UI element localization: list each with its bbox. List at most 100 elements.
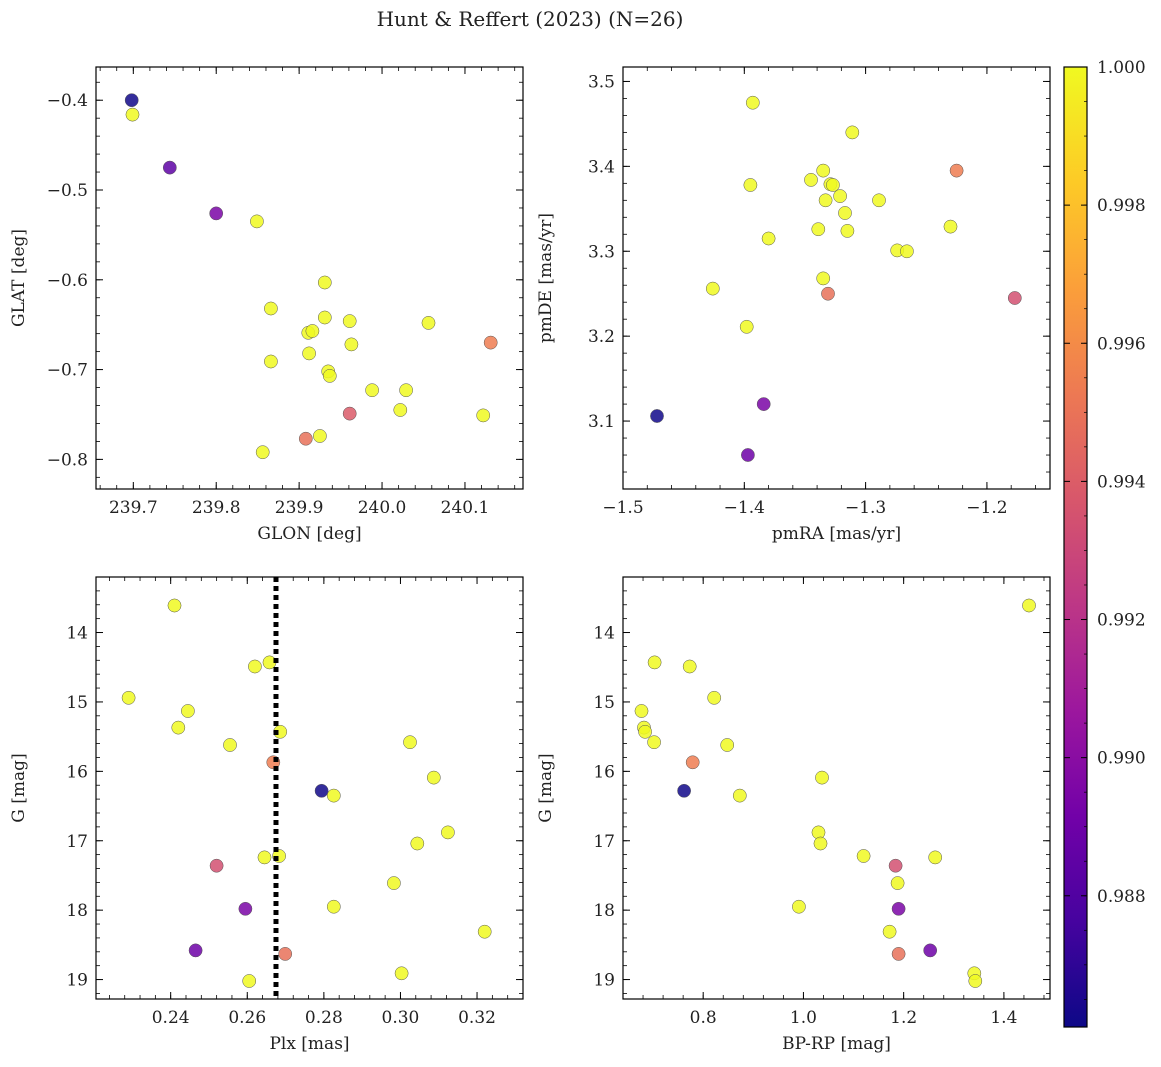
y-tick-label: 15 [593, 693, 615, 713]
colorbar-tick-label: 1.000 [1097, 58, 1146, 78]
data-point [816, 271, 831, 286]
x-axis-label: Plx [mas] [269, 1034, 349, 1054]
data-point [845, 125, 860, 140]
x-tick-label: −1.5 [602, 498, 643, 518]
x-tick-label: 0.8 [690, 1008, 717, 1028]
y-tick-label: 18 [593, 901, 615, 921]
scatter-panels: 239.7 239.8 239.9 240.0 240.1 −0.4 −0.5 −0.6 −0.… [9, 66, 1051, 1054]
data-point [403, 735, 417, 750]
data-points [634, 598, 1036, 988]
data-point [125, 107, 140, 122]
plot-area [96, 67, 523, 489]
colorbar-tick-label: 0.998 [1097, 196, 1146, 216]
colorbar-gradient [1063, 66, 1088, 1028]
data-point [477, 924, 492, 939]
x-tick-label: 239.9 [275, 498, 324, 518]
data-point [410, 836, 425, 851]
data-point [891, 947, 906, 961]
pmra-pmde-panel: −1.5 −1.4 −1.3 −1.2 3.1 3.2 3.3 3.4 3.5 pmRA [mas… [536, 66, 1051, 544]
data-point [816, 163, 831, 178]
data-point [476, 408, 491, 423]
data-point [342, 406, 357, 421]
plot-area [623, 577, 1050, 999]
data-point [314, 783, 329, 798]
data-point [650, 409, 664, 423]
data-point [888, 858, 903, 873]
data-points [121, 598, 492, 988]
data-point [399, 383, 413, 398]
x-tick-label: −1.4 [724, 498, 765, 518]
data-point [745, 95, 760, 110]
colorbar-tick-label: 0.994 [1097, 472, 1146, 492]
data-point [1022, 598, 1036, 613]
data-point [242, 974, 257, 988]
data-point [181, 704, 195, 718]
axes-frame [95, 66, 524, 490]
y-tick-label: 17 [66, 832, 88, 852]
data-point [821, 286, 835, 301]
data-point [682, 659, 697, 674]
data-point [326, 899, 341, 914]
data-point [900, 244, 914, 259]
y-tick-label: 15 [66, 693, 88, 713]
data-point [188, 943, 203, 958]
x-tick-label: 1.0 [790, 1008, 817, 1028]
x-tick-label: 239.8 [192, 498, 241, 518]
data-point [313, 429, 327, 443]
x-tick-label: 1.4 [990, 1008, 1017, 1028]
data-point [840, 224, 855, 238]
y-axis-label: GLAT [deg] [9, 229, 29, 327]
data-point [162, 160, 177, 175]
y-tick-label: 3.1 [588, 412, 615, 432]
data-point [1007, 291, 1022, 305]
y-tick-label: 3.3 [588, 242, 615, 262]
y-tick-label: 19 [593, 971, 615, 991]
data-point [949, 163, 964, 178]
data-point [815, 770, 829, 785]
plot-area [96, 577, 523, 999]
data-point [761, 231, 776, 246]
data-point [121, 690, 136, 705]
data-point [167, 598, 182, 613]
data-point [421, 316, 436, 330]
y-axis-label: G [mag] [9, 753, 29, 822]
data-point [302, 346, 316, 361]
data-point [278, 947, 293, 961]
data-point [872, 193, 886, 208]
data-point [342, 314, 357, 328]
y-tick-label: 3.2 [588, 327, 615, 347]
axes-frame [95, 576, 524, 1000]
data-point [856, 849, 871, 863]
y-tick-label: −0.4 [47, 91, 88, 111]
data-point [707, 690, 722, 705]
y-tick-label: 19 [66, 971, 88, 991]
y-tick-label: 16 [66, 762, 88, 782]
data-point [891, 901, 906, 916]
colorbar-tick-label: 0.992 [1097, 611, 1146, 631]
data-point [171, 720, 186, 735]
data-point [305, 324, 320, 338]
data-point [968, 974, 983, 988]
data-point [756, 397, 771, 411]
data-points [650, 95, 1022, 462]
y-tick-label: −0.7 [47, 361, 88, 381]
y-tick-label: 14 [593, 624, 615, 644]
data-point [833, 189, 847, 203]
data-point [792, 899, 806, 914]
data-point [804, 173, 818, 187]
y-tick-label: 14 [66, 624, 88, 644]
x-tick-label: 239.7 [109, 498, 158, 518]
data-point [818, 193, 833, 208]
data-point [298, 431, 313, 446]
data-point [813, 836, 828, 851]
data-point [741, 448, 755, 462]
data-point [882, 924, 897, 939]
colorbar-tick-label: 0.988 [1097, 887, 1146, 907]
x-tick-label: 0.28 [305, 1008, 343, 1028]
colorbar-tick-label: 0.996 [1097, 334, 1146, 354]
glon-glat-panel: 239.7 239.8 239.9 240.0 240.1 −0.4 −0.5 −0.6 −0.… [9, 66, 524, 544]
data-point [238, 901, 253, 916]
data-point [426, 770, 441, 785]
data-point [677, 783, 691, 798]
